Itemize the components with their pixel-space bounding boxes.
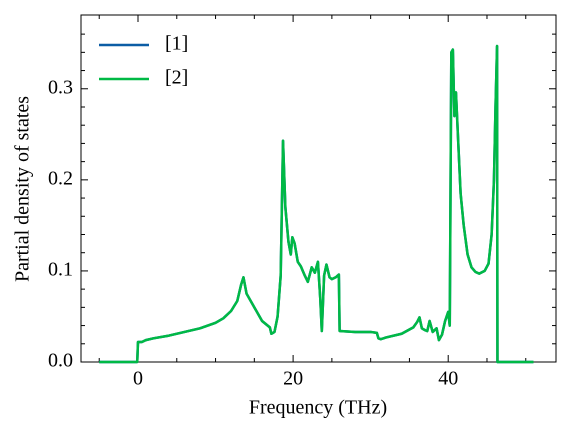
y-tick-label: 0.0 [48, 350, 73, 372]
legend-label: [2] [165, 67, 188, 89]
y-tick-label: 0.2 [48, 167, 73, 189]
legend-label: [1] [165, 33, 188, 55]
x-tick-label: 0 [133, 368, 143, 390]
y-tick-label: 0.1 [48, 259, 73, 281]
line-series [99, 44, 534, 364]
line-series [99, 44, 534, 364]
plot-frame [80, 14, 557, 363]
y-tick-label: 0.3 [48, 76, 73, 98]
y-axis-label: Partial density of states [12, 96, 34, 282]
x-tick-label: 40 [438, 368, 458, 390]
x-tick-label: 20 [283, 368, 303, 390]
x-axis-label: Frequency (THz) [249, 397, 387, 419]
